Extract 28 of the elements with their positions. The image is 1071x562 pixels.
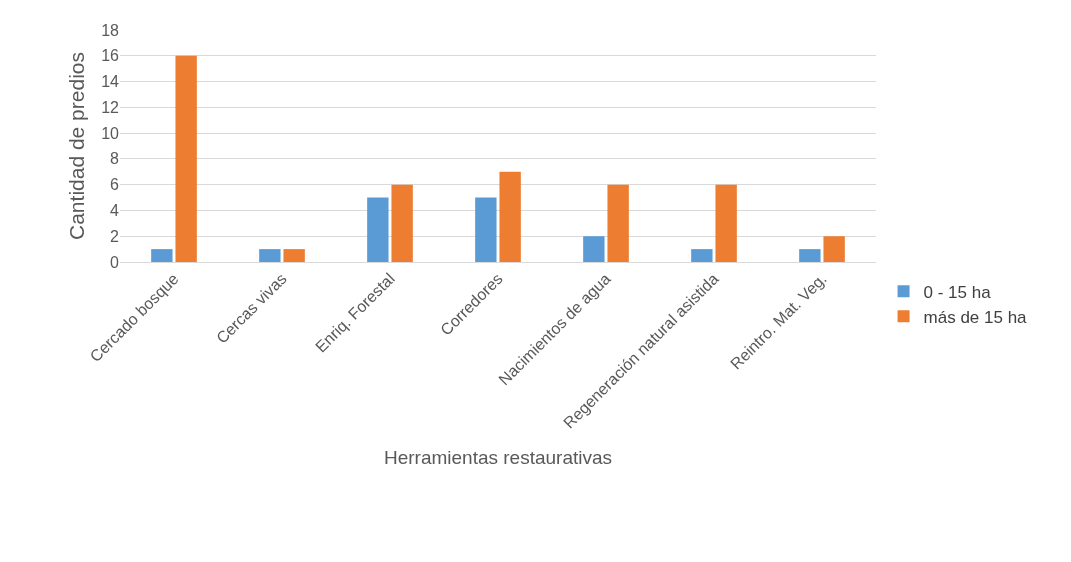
bar: [259, 249, 281, 262]
y-tick-label: 6: [110, 176, 120, 194]
bar: [823, 236, 845, 262]
y-tick-label: 8: [110, 150, 120, 168]
bar: [799, 249, 821, 262]
bar: [367, 197, 389, 262]
bar: [175, 55, 197, 262]
y-tick-label: 0: [110, 253, 120, 271]
bar: [151, 249, 173, 262]
x-axis-title: Herramientas restaurativas: [383, 447, 613, 469]
bar: [475, 197, 497, 262]
y-tick-label: 14: [101, 73, 120, 91]
y-tick-label: 16: [101, 47, 120, 65]
bar: [499, 171, 521, 262]
bar: [715, 184, 737, 262]
y-tick-label: 4: [110, 202, 120, 220]
bar: [583, 236, 605, 262]
y-tick-label: 10: [101, 124, 120, 142]
y-tick-label: 12: [101, 98, 120, 116]
y-tick-label: 18: [101, 21, 120, 39]
legend-label: más de 15 ha: [923, 307, 1028, 327]
bar: [391, 184, 413, 262]
bar: [607, 184, 629, 262]
bar: [283, 249, 305, 262]
bar: [691, 249, 713, 262]
y-axis-title: Cantidad de predios: [65, 52, 89, 240]
legend-label: 0 - 15 ha: [923, 282, 992, 302]
y-tick-label: 2: [110, 227, 120, 245]
